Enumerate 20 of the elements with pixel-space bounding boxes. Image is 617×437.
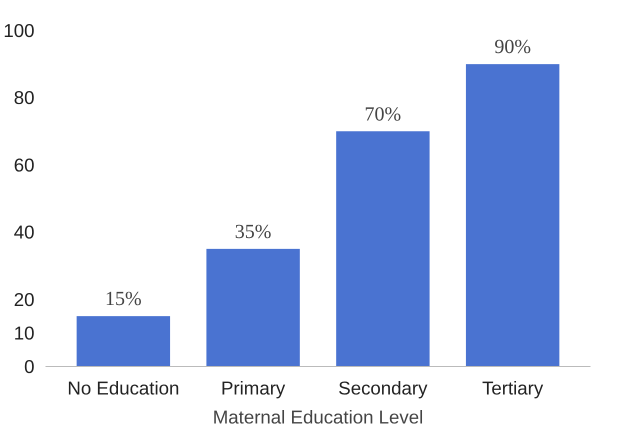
y-tick-label: 20 (14, 288, 35, 310)
y-tick-label: 0 (24, 356, 35, 377)
bar (76, 316, 170, 366)
y-tick-label: 40 (14, 222, 35, 243)
bar (206, 248, 300, 366)
x-tick-label: No Education (67, 378, 180, 398)
data-label: 35% (234, 220, 272, 243)
y-tick-label: 100 (3, 20, 35, 41)
data-label: 15% (105, 288, 142, 310)
y-tick-label: 10 (14, 322, 35, 344)
data-label: 90% (494, 36, 531, 58)
bar (336, 131, 430, 366)
y-tick-label: 80 (14, 87, 35, 108)
bar (466, 64, 560, 366)
data-label: 70% (364, 103, 402, 126)
x-axis-title: Maternal Education Level (212, 406, 424, 428)
x-tick-label: Tertiary (482, 378, 544, 398)
x-tick-label: Secondary (338, 378, 428, 398)
y-tick-label: 60 (14, 154, 35, 176)
x-tick-label: Primary (220, 378, 286, 398)
